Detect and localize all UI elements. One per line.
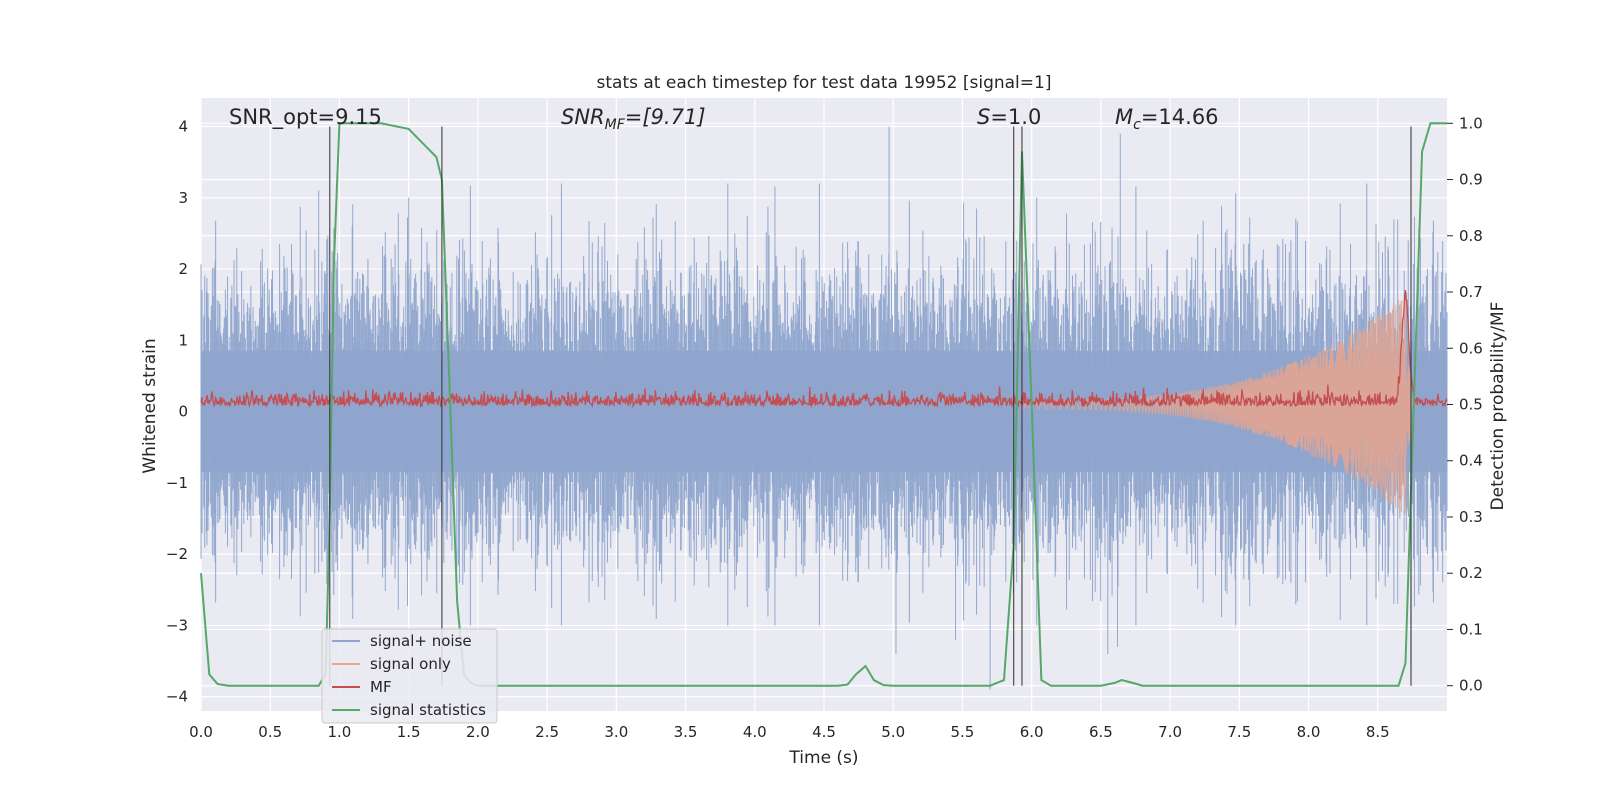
y-left-tick-labels: 4 3 2 1 0 −1 −2 −3 −4	[166, 118, 188, 706]
x-tick-label-7: 3.5	[674, 723, 698, 741]
mc-rest: =14.66	[1141, 105, 1219, 129]
y-left-tick-label-1: 3	[178, 189, 188, 207]
x-tick-label-12: 6.0	[1020, 723, 1044, 741]
vertical-markers	[329, 126, 1412, 686]
series-layer	[200, 122, 1448, 690]
x-tick-label-2: 1.0	[328, 723, 352, 741]
x-tick-label-6: 3.0	[604, 723, 628, 741]
snr-mf-base: SNR	[561, 105, 605, 129]
y-right-tick-labels: 1.0 0.9 0.8 0.7 0.6 0.5 0.4 0.3 0.2 0.1 0.0	[1447, 114, 1483, 695]
legend-box	[321, 628, 498, 724]
y-right-tick-label-0: 1.0	[1459, 114, 1483, 132]
y-right-tick-label-1: 0.9	[1459, 171, 1483, 189]
x-tick-label-1: 0.5	[258, 723, 282, 741]
series-mf	[200, 290, 1448, 409]
annotation-snr-mf: SNRMF=[9.71]	[561, 105, 706, 133]
x-tick-label-10: 5.0	[881, 723, 905, 741]
x-tick-label-13: 6.5	[1089, 723, 1113, 741]
x-tick-label-14: 7.0	[1158, 723, 1182, 741]
chart-title: stats at each timestep for test data 199…	[597, 73, 1052, 93]
x-tick-label-4: 2.0	[466, 723, 490, 741]
annotation-s: S=1.0	[977, 105, 1041, 129]
x-tick-label-17: 8.5	[1366, 723, 1390, 741]
y-right-tick-label-5: 0.5	[1459, 396, 1483, 414]
legend-label-signal-only: signal only	[370, 655, 451, 673]
s-rest: =1.0	[990, 105, 1041, 129]
y-right-tick-label-4: 0.6	[1459, 339, 1483, 357]
x-tick-label-0: 0.0	[189, 723, 213, 741]
y-left-axis-label: Whitened strain	[140, 338, 160, 473]
annotation-snr-opt: SNR_opt=9.15	[229, 105, 382, 130]
legend-label-signal-noise: signal+ noise	[370, 632, 472, 650]
y-right-tick-label-10: 0.0	[1459, 677, 1483, 695]
series-signal-statistics	[200, 122, 1447, 687]
y-right-tick-label-7: 0.3	[1459, 508, 1483, 526]
y-left-tick-label-0: 4	[178, 118, 188, 136]
y-left-tick-label-8: −4	[166, 688, 188, 706]
legend: signal+ noise signal only MF signal stat…	[321, 628, 498, 724]
x-tick-label-9: 4.5	[812, 723, 836, 741]
y-left-tick-label-3: 1	[178, 331, 188, 349]
snr-mf-rest: =[9.71]	[625, 105, 706, 129]
snr-mf-sub: MF	[605, 117, 626, 133]
y-left-tick-label-2: 2	[178, 260, 188, 278]
x-tick-label-5: 2.5	[535, 723, 559, 741]
mc-base: M	[1115, 105, 1133, 129]
y-left-tick-label-5: −1	[166, 474, 188, 492]
x-tick-labels: 0.0 0.5 1.0 1.5 2.0 2.5 3.0 3.5 4.0 4.5 5.0 5.5 6.0 6…	[189, 723, 1390, 741]
mc-sub: c	[1133, 117, 1141, 133]
legend-label-signal-statistics: signal statistics	[370, 701, 486, 719]
y-right-axis-label: Detection probability/MF	[1488, 302, 1508, 511]
y-left-tick-label-4: 0	[178, 403, 188, 421]
y-right-tick-label-2: 0.8	[1459, 227, 1483, 245]
s-italic: S	[977, 105, 990, 129]
y-right-tick-label-8: 0.2	[1459, 564, 1483, 582]
y-right-tick-label-6: 0.4	[1459, 452, 1483, 470]
x-tick-label-15: 7.5	[1227, 723, 1251, 741]
x-tick-label-11: 5.5	[951, 723, 975, 741]
y-right-tick-label-9: 0.1	[1459, 620, 1483, 638]
y-left-tick-label-7: −3	[166, 616, 188, 634]
y-right-tick-label-3: 0.7	[1459, 283, 1483, 301]
x-tick-label-3: 1.5	[397, 723, 421, 741]
x-tick-label-16: 8.0	[1297, 723, 1321, 741]
annotation-mc: Mc=14.66	[1115, 105, 1219, 133]
x-axis-label: Time (s)	[788, 748, 858, 768]
y-left-tick-label-6: −2	[166, 545, 188, 563]
x-tick-label-8: 4.0	[743, 723, 767, 741]
legend-label-mf: MF	[370, 678, 392, 696]
